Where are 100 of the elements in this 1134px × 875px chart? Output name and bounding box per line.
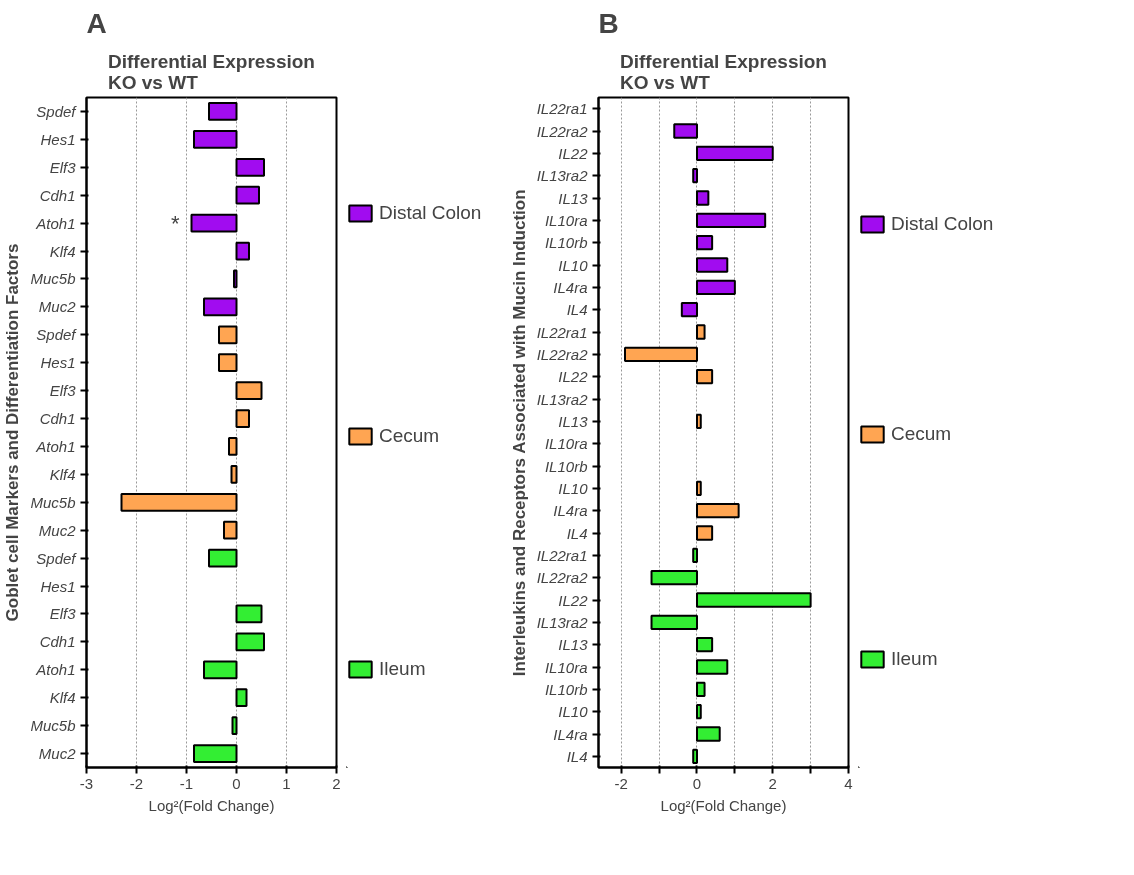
- bar: [235, 409, 250, 428]
- legend-label: Cecum: [891, 423, 952, 446]
- bar: [695, 212, 767, 229]
- y-tick-label: IL10rb: [544, 680, 588, 698]
- bar: [203, 660, 238, 680]
- x-tick-label: 0: [692, 774, 702, 792]
- y-tick-label: Muc2: [38, 298, 77, 316]
- y-tick-label: IL4ra: [553, 725, 588, 743]
- y-tick-label: Klf4: [49, 689, 76, 707]
- bar: [673, 123, 698, 139]
- bar: [235, 157, 265, 177]
- y-tick-label: IL10rb: [544, 234, 588, 252]
- bar: [695, 659, 729, 675]
- bar: [235, 185, 260, 205]
- bar: [680, 301, 698, 318]
- chart-title: Differential Expression KO vs WT: [620, 50, 827, 93]
- y-tick-label: IL10ra: [544, 211, 588, 229]
- bar: [193, 744, 238, 763]
- bar: [203, 297, 238, 317]
- x-tick-label: -3: [79, 774, 94, 792]
- bar: [235, 604, 263, 624]
- bar: [193, 130, 238, 149]
- y-tick-label: Cdh1: [39, 410, 76, 428]
- x-axis-title: Log²(Fold Change): [660, 796, 787, 814]
- y-tick-label: Cdh1: [39, 633, 76, 651]
- y-tick-label: IL22ra2: [536, 122, 589, 140]
- y-tick-label: Hes1: [40, 130, 76, 148]
- y-tick-label: Spdef: [36, 326, 78, 344]
- bar: [695, 726, 721, 742]
- bar: [695, 413, 702, 430]
- bar: [692, 748, 698, 765]
- y-tick-label: Atoh1: [35, 661, 76, 679]
- legend-label: Distal Colon: [379, 201, 482, 224]
- y-tick-label: Elf3: [49, 158, 77, 176]
- bar: [695, 234, 714, 251]
- y-tick-label: IL4ra: [553, 502, 588, 520]
- y-tick-label: IL10: [558, 256, 589, 274]
- bar: [695, 681, 706, 698]
- y-tick-label: IL13: [558, 412, 589, 430]
- y-tick-label: IL22: [558, 591, 589, 609]
- y-axis-title: Goblet cell Markers and Differentiation Factors: [3, 243, 23, 622]
- bar: [624, 346, 698, 363]
- bar: [692, 547, 698, 564]
- y-tick-label: IL10ra: [544, 435, 588, 453]
- bar: [208, 548, 238, 568]
- y-tick-label: Muc5b: [30, 717, 76, 735]
- bar: [235, 381, 263, 400]
- bar: [695, 592, 812, 608]
- y-tick-label: IL13ra2: [536, 390, 589, 408]
- y-tick-label: IL13ra2: [536, 167, 589, 185]
- bar: [695, 636, 714, 653]
- chart-title: Differential Expression KO vs WT: [108, 50, 315, 93]
- bar: [233, 269, 238, 289]
- y-tick-label: IL22ra1: [536, 100, 588, 118]
- y-tick-label: Muc5b: [30, 270, 76, 288]
- x-axis-title: Log²(Fold Change): [148, 796, 275, 814]
- annotation: *: [170, 210, 180, 236]
- y-tick-label: IL22ra1: [536, 546, 588, 564]
- x-tick-label: 1: [282, 774, 291, 792]
- bar: [235, 241, 250, 261]
- bar: [235, 688, 248, 708]
- y-tick-label: Elf3: [49, 382, 77, 400]
- bar: [218, 325, 238, 345]
- bar: [650, 614, 698, 631]
- y-tick-label: IL22ra1: [536, 323, 588, 341]
- bar: [695, 368, 714, 385]
- bar: [120, 492, 238, 512]
- y-tick-label: IL13: [558, 636, 589, 654]
- bar: [695, 324, 706, 340]
- y-tick-label: Muc2: [38, 521, 77, 539]
- legend-label: Distal Colon: [891, 212, 994, 235]
- bar: [190, 213, 238, 233]
- bar: [230, 465, 238, 484]
- y-tick-label: IL22: [558, 368, 589, 386]
- y-tick-label: Atoh1: [35, 214, 76, 232]
- y-tick-label: Elf3: [49, 605, 77, 623]
- y-tick-label: IL10ra: [544, 658, 588, 676]
- y-axis-title: Interleukins and Receptors Associated with Mucin Induction: [509, 189, 529, 677]
- y-tick-label: IL22ra2: [536, 569, 589, 587]
- bar: [695, 502, 740, 519]
- bar: [695, 525, 714, 541]
- y-tick-label: IL22: [558, 144, 589, 162]
- y-tick-label: Klf4: [49, 242, 76, 260]
- bar: [231, 716, 238, 735]
- y-tick-label: IL4: [566, 301, 588, 319]
- y-tick-label: IL10: [558, 703, 589, 721]
- y-tick-label: IL13ra2: [536, 613, 589, 631]
- x-tick-label: -2: [129, 774, 144, 792]
- x-tick-label: 2: [332, 774, 341, 792]
- x-tick-label: -1: [179, 774, 194, 792]
- y-tick-label: IL4: [566, 747, 588, 765]
- y-tick-label: IL4: [566, 524, 588, 542]
- y-tick-label: Muc5b: [30, 493, 76, 511]
- y-tick-label: Cdh1: [39, 186, 76, 204]
- x-tick-label: -2: [614, 774, 628, 792]
- bar: [695, 480, 702, 497]
- y-tick-label: Hes1: [40, 577, 76, 595]
- bar: [695, 190, 710, 206]
- bar: [695, 279, 736, 296]
- bar: [650, 569, 698, 586]
